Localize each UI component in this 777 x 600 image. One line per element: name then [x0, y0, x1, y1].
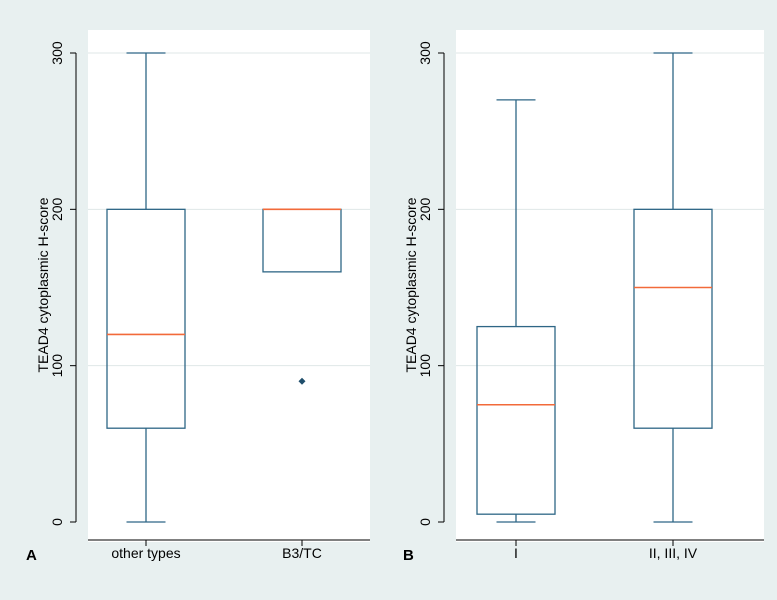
panel-label: B — [403, 547, 414, 564]
panel-b: 0 100 200 300 TEAD4 cytoplasmic H-score I II, … — [403, 30, 764, 564]
y-tick-label: 0 — [49, 518, 65, 526]
y-axis-label: TEAD4 cytoplasmic H-score — [403, 197, 419, 372]
y-tick-label: 100 — [417, 354, 433, 378]
panel-label: A — [26, 547, 37, 564]
y-tick-label: 200 — [49, 197, 65, 221]
panel-a: 0 100 200 300 TEAD4 cytoplasmic H-score other… — [26, 30, 370, 564]
y-axis-label: TEAD4 cytoplasmic H-score — [35, 197, 51, 372]
box — [633, 208, 713, 429]
x-tick-label: B3/TC — [282, 545, 322, 561]
y-tick-label: 100 — [49, 354, 65, 378]
plot-area — [456, 30, 764, 542]
y-tick-label: 300 — [417, 41, 433, 65]
y-tick-label: 300 — [49, 41, 65, 65]
outlier-point — [298, 377, 306, 385]
y-tick-label: 200 — [417, 197, 433, 221]
y-tick-label: 0 — [417, 518, 433, 526]
x-tick-label: other types — [111, 545, 180, 561]
box — [476, 325, 556, 515]
x-tick-label: I — [514, 545, 518, 561]
x-tick-label: II, III, IV — [649, 545, 698, 561]
box — [106, 208, 186, 429]
plot-area — [88, 30, 370, 542]
